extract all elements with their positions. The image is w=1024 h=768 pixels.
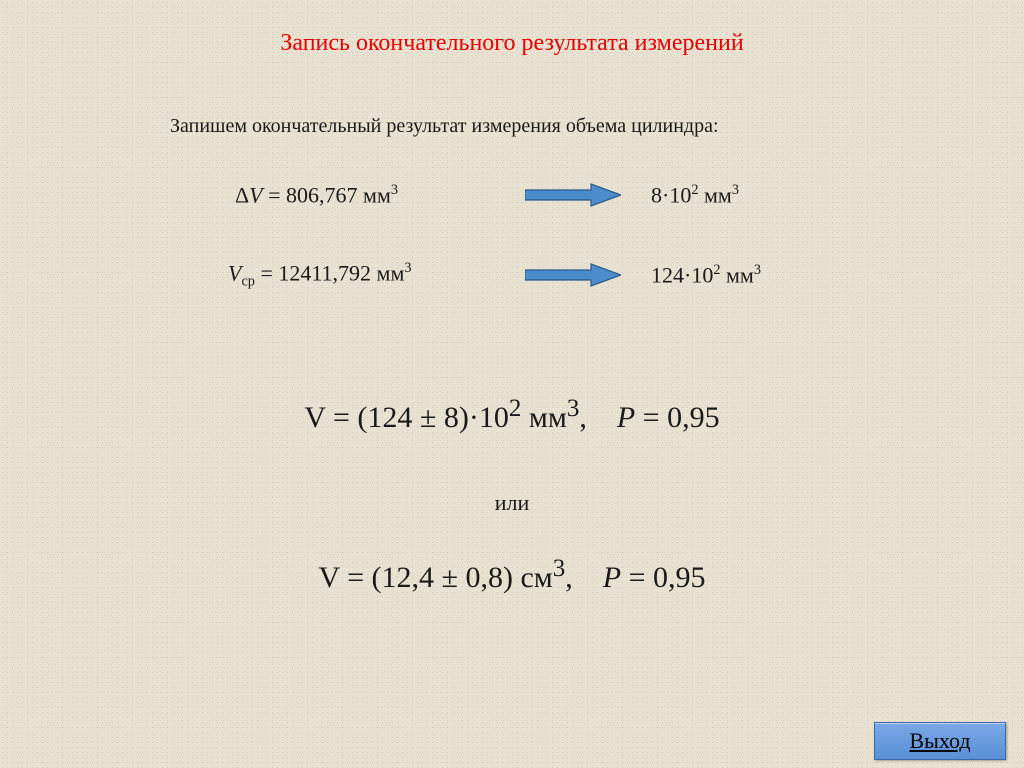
final-result-line-1: V = (124 ± 8)·102 мм3, P = 0,95	[0, 395, 1024, 435]
or-label: или	[0, 490, 1024, 516]
arrow-shape	[525, 264, 621, 286]
text: мм	[720, 262, 753, 287]
text: 124·10	[651, 262, 713, 287]
delta-v-equation: ΔV = 806,767 мм3	[235, 182, 495, 208]
exit-button[interactable]: Выход	[874, 722, 1006, 760]
text: 2	[509, 395, 522, 422]
text: 3	[732, 182, 739, 198]
arrow-shape	[525, 184, 621, 206]
text: = 0,95	[621, 561, 705, 594]
text: P	[603, 561, 621, 594]
slide-subtitle: Запишем окончательный результат измерени…	[170, 115, 719, 138]
text: = 12411,792 мм	[255, 260, 404, 285]
text: 3	[553, 555, 566, 582]
v-mean-equation: Vср = 12411,792 мм3	[228, 260, 495, 291]
text: P	[617, 401, 635, 434]
text: V	[249, 182, 262, 207]
text: = 806,767 мм	[263, 182, 391, 207]
arrow-right-icon	[525, 262, 621, 288]
text: V	[304, 401, 325, 434]
text: = (124 ± 8)·10	[326, 401, 509, 434]
text: 3	[567, 395, 580, 422]
text: = 0,95	[635, 401, 719, 434]
equation-row-v-mean: Vср = 12411,792 мм3 124·102 мм3	[228, 255, 761, 295]
text: 3	[754, 262, 761, 278]
text: мм	[521, 401, 566, 434]
text: ,	[565, 561, 573, 594]
text: 3	[404, 260, 411, 276]
slide-title: Запись окончательного результата измерен…	[0, 30, 1024, 57]
text: 3	[391, 182, 398, 198]
text: 8·10	[651, 182, 691, 207]
v-mean-rounded: 124·102 мм3	[651, 262, 761, 288]
equation-row-delta-v: ΔV = 806,767 мм3 8·102 мм3	[235, 175, 739, 215]
text: V	[228, 260, 241, 285]
text: ,	[579, 401, 587, 434]
text: V	[318, 561, 339, 594]
text: Δ	[235, 182, 249, 207]
final-result-line-2: V = (12,4 ± 0,8) см3, P = 0,95	[0, 555, 1024, 595]
text: = (12,4 ± 0,8) см	[340, 561, 553, 594]
text: мм	[698, 182, 731, 207]
arrow-right-icon	[525, 182, 621, 208]
delta-v-rounded: 8·102 мм3	[651, 182, 739, 208]
text: ср	[241, 273, 255, 289]
